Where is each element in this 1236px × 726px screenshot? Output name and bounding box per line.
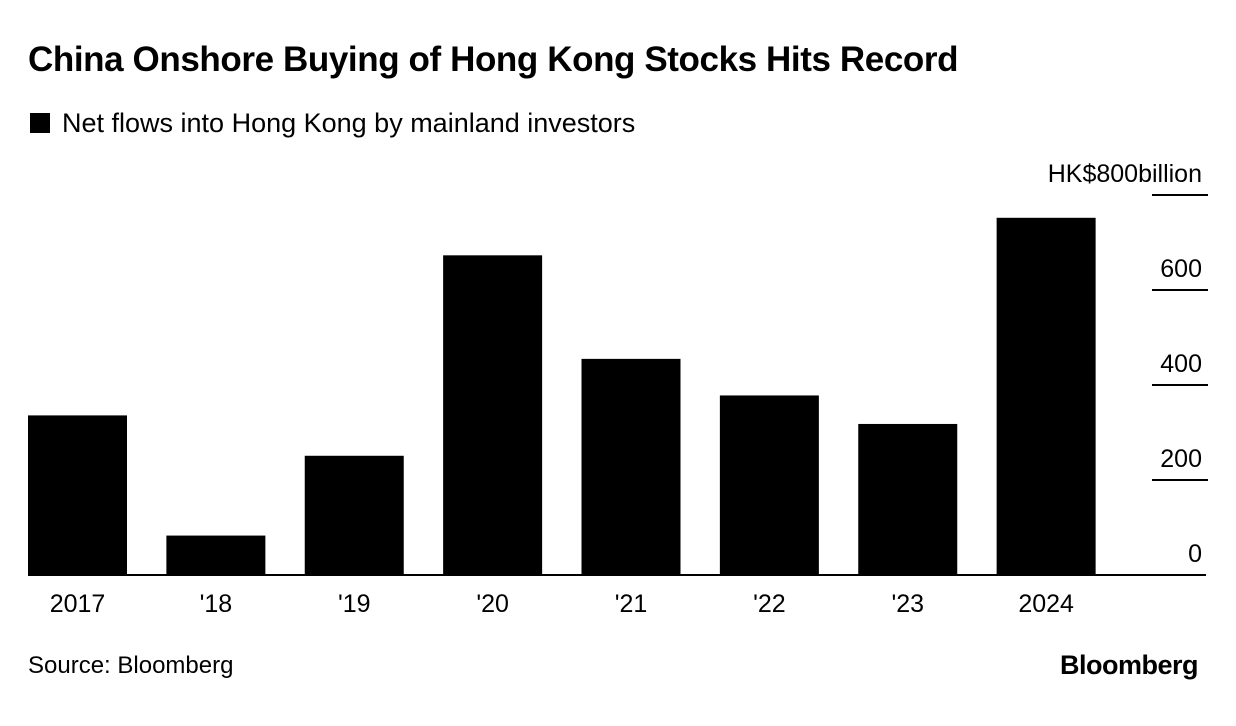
bar <box>581 358 681 575</box>
x-tick-label: '20 <box>476 590 509 618</box>
bar <box>858 423 958 575</box>
y-tick-label: 0 <box>1188 540 1202 568</box>
x-tick-label: '21 <box>615 590 648 618</box>
x-tick-label: 2017 <box>50 590 106 618</box>
y-tick-label: 200 <box>1160 445 1202 473</box>
legend: Net flows into Hong Kong by mainland inv… <box>30 106 635 140</box>
x-tick-label: '23 <box>891 590 924 618</box>
y-tick-label: 400 <box>1160 350 1202 378</box>
brand-logo: Bloomberg <box>1059 650 1199 680</box>
bar <box>28 415 127 575</box>
source-note: Source: Bloomberg <box>28 652 234 679</box>
y-tick-label: 600 <box>1160 255 1202 283</box>
bar <box>304 455 404 575</box>
bar <box>443 255 543 575</box>
x-tick-label: '22 <box>753 590 786 618</box>
x-tick-label: '18 <box>200 590 233 618</box>
y-tick-label: HK$800billion <box>1048 160 1202 188</box>
bar <box>719 395 819 575</box>
legend-label: Net flows into Hong Kong by mainland inv… <box>62 107 636 138</box>
bar <box>996 217 1096 576</box>
x-tick-label: '19 <box>338 590 371 618</box>
chart-title: China Onshore Buying of Hong Kong Stocks… <box>28 40 959 79</box>
bar <box>166 535 266 575</box>
x-tick-label: 2024 <box>1018 590 1074 618</box>
legend-swatch <box>30 113 50 133</box>
